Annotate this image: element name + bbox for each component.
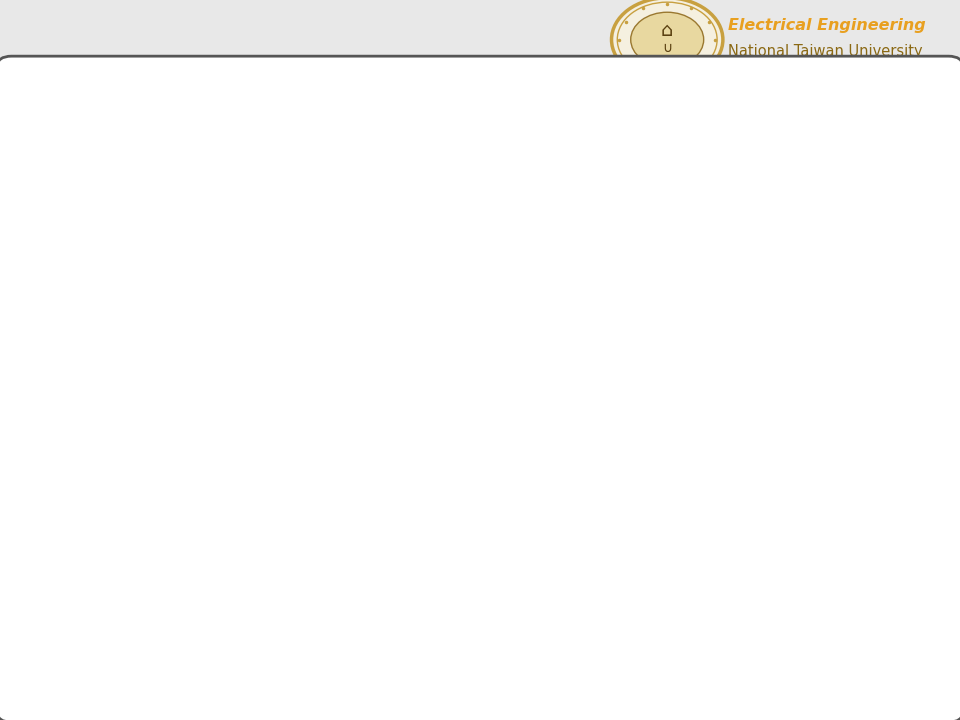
- Text: •: •: [53, 384, 66, 404]
- Text: with TestWizard: with TestWizard: [82, 333, 256, 354]
- Text: Design Example - SuperMonitor: Design Example - SuperMonitor: [48, 202, 796, 246]
- Circle shape: [631, 12, 704, 67]
- Text: protocols: protocols: [139, 562, 242, 582]
- Text: –: –: [110, 606, 122, 626]
- Text: –: –: [110, 678, 122, 698]
- Text: •: •: [53, 436, 66, 456]
- Text: ∪: ∪: [662, 41, 672, 55]
- Text: Uses TestWizard transaction database and Sequence to: Uses TestWizard transaction database and…: [139, 606, 758, 626]
- Text: Used to test designs on PCI/PCI-X/PCI-Express bus: Used to test designs on PCI/PCI-X/PCI-Ex…: [82, 384, 636, 404]
- Text: ⌂: ⌂: [661, 22, 673, 40]
- Text: Electrical Engineering: Electrical Engineering: [728, 18, 925, 32]
- Text: •: •: [53, 306, 66, 326]
- Text: Uses TestWizard Sequence to write assertions to check PCI: Uses TestWizard Sequence to write assert…: [139, 534, 795, 554]
- Text: –: –: [110, 534, 122, 554]
- Text: A PCI/PCI-X/PCI-Express verification environment developed: A PCI/PCI-X/PCI-Express verification env…: [82, 306, 747, 326]
- Text: Connects two PCI-X buses and a PCI-Express bus: Connects two PCI-X buses and a PCI-Expre…: [139, 487, 682, 508]
- Text: Block diagram: See next slide: Block diagram: See next slide: [139, 678, 470, 698]
- Text: implement end-to-end checker: implement end-to-end checker: [139, 634, 484, 654]
- Text: –: –: [110, 487, 122, 508]
- Text: National Taiwan University: National Taiwan University: [728, 45, 923, 59]
- Text: Verification example – PCI/PCI-X/PCI-Express bridge: Verification example – PCI/PCI-X/PCI-Exp…: [82, 436, 652, 456]
- Circle shape: [612, 0, 723, 81]
